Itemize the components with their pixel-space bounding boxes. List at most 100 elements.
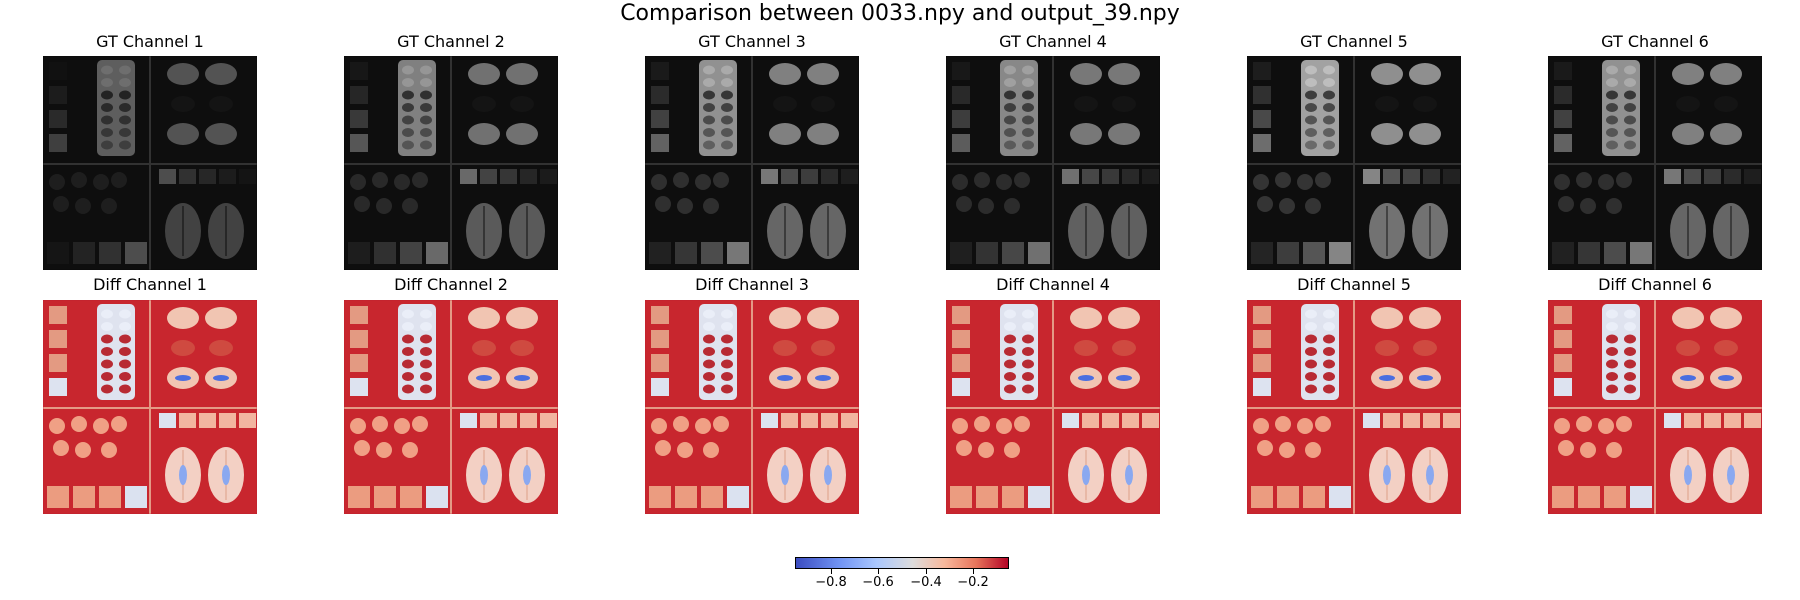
tray-well xyxy=(1022,128,1034,137)
channel-heatmap xyxy=(1247,56,1461,270)
color-swatch xyxy=(1443,169,1460,184)
pepper xyxy=(1070,307,1102,329)
color-swatch xyxy=(400,242,422,264)
color-swatch xyxy=(1630,242,1652,264)
channel-heatmap xyxy=(946,300,1160,514)
tray-well xyxy=(1022,309,1034,319)
small-fruit xyxy=(1014,416,1030,432)
small-fruit xyxy=(71,416,87,432)
color-swatch xyxy=(1383,169,1400,184)
tray-well xyxy=(101,115,113,125)
color-swatch xyxy=(781,169,798,184)
pepper xyxy=(1409,123,1441,145)
color-swatch xyxy=(239,413,256,428)
color-swatch xyxy=(480,169,497,184)
pepper-highlight xyxy=(514,375,530,381)
small-fruit xyxy=(1580,442,1596,458)
small-fruit xyxy=(53,196,69,212)
color-swatch xyxy=(99,486,121,508)
color-swatch xyxy=(1383,413,1400,428)
color-swatch xyxy=(651,354,669,372)
tray-well xyxy=(420,384,432,394)
bell-pepper-highlight xyxy=(1727,465,1735,485)
color-swatch xyxy=(1251,242,1273,264)
tray-well xyxy=(119,384,131,394)
small-fruit xyxy=(111,416,127,432)
pepper-dark xyxy=(1413,96,1437,112)
tray-well xyxy=(703,347,715,356)
tray-well xyxy=(1606,78,1618,87)
small-fruit xyxy=(713,172,729,188)
tray-well xyxy=(1624,372,1636,381)
pepper xyxy=(807,123,839,145)
tray-well xyxy=(1022,347,1034,356)
quadrant-divider xyxy=(149,56,151,270)
color-swatch xyxy=(350,330,368,348)
tray-well xyxy=(101,309,113,319)
small-fruit xyxy=(1558,440,1574,456)
pepper-highlight xyxy=(1680,375,1696,381)
color-swatch xyxy=(426,242,448,264)
tray-well xyxy=(1624,384,1636,394)
small-fruit xyxy=(703,198,719,214)
tray-well xyxy=(721,140,733,150)
small-fruit xyxy=(1616,172,1632,188)
small-fruit xyxy=(1576,172,1592,188)
small-fruit xyxy=(651,418,667,434)
small-fruit xyxy=(996,418,1012,434)
color-swatch xyxy=(952,110,970,128)
small-fruit xyxy=(1279,198,1295,214)
pepper xyxy=(205,307,237,329)
color-swatch xyxy=(1062,169,1079,184)
small-fruit xyxy=(1253,174,1269,190)
tray-well xyxy=(1323,140,1335,150)
tray-well xyxy=(1624,103,1636,112)
color-swatch xyxy=(950,242,972,264)
bell-pepper-highlight xyxy=(781,465,789,485)
pepper xyxy=(807,307,839,329)
pepper xyxy=(1108,63,1140,85)
pepper xyxy=(1070,63,1102,85)
quadrant-divider xyxy=(450,56,452,270)
small-fruit xyxy=(394,174,410,190)
tray-well xyxy=(119,347,131,356)
pepper xyxy=(1710,307,1742,329)
tray-well xyxy=(1323,90,1335,100)
color-swatch xyxy=(1704,169,1721,184)
tray-well xyxy=(1323,334,1335,344)
color-swatch xyxy=(73,242,95,264)
tray-well xyxy=(1606,140,1618,150)
tray-well xyxy=(1022,115,1034,125)
panel-title: Diff Channel 1 xyxy=(93,275,207,294)
color-swatch xyxy=(952,378,970,396)
bell-pepper-highlight xyxy=(1684,465,1692,485)
pepper-dark xyxy=(773,340,797,356)
tray-well xyxy=(1323,128,1335,137)
color-swatch xyxy=(727,242,749,264)
color-swatch xyxy=(1664,169,1681,184)
small-fruit xyxy=(354,196,370,212)
color-swatch xyxy=(239,169,256,184)
small-fruit xyxy=(1580,198,1596,214)
tray-well xyxy=(1004,384,1016,394)
color-swatch xyxy=(1554,62,1572,80)
channel-heatmap xyxy=(645,56,859,270)
diff-channel-image xyxy=(1247,300,1461,514)
pepper-dark xyxy=(510,96,534,112)
color-swatch xyxy=(73,486,95,508)
color-swatch xyxy=(460,169,477,184)
color-swatch xyxy=(374,486,396,508)
color-swatch xyxy=(1102,413,1119,428)
color-swatch xyxy=(460,413,477,428)
tray-well xyxy=(101,347,113,356)
panel-title: GT Channel 3 xyxy=(698,32,806,51)
channel-heatmap xyxy=(1247,300,1461,514)
color-swatch xyxy=(1630,486,1652,508)
tray-well xyxy=(402,115,414,125)
quadrant-divider xyxy=(149,300,151,514)
diff-channel-image xyxy=(1548,300,1762,514)
color-swatch xyxy=(1604,486,1626,508)
pepper-highlight xyxy=(1417,375,1433,381)
color-swatch xyxy=(649,242,671,264)
tray-well xyxy=(119,65,131,75)
